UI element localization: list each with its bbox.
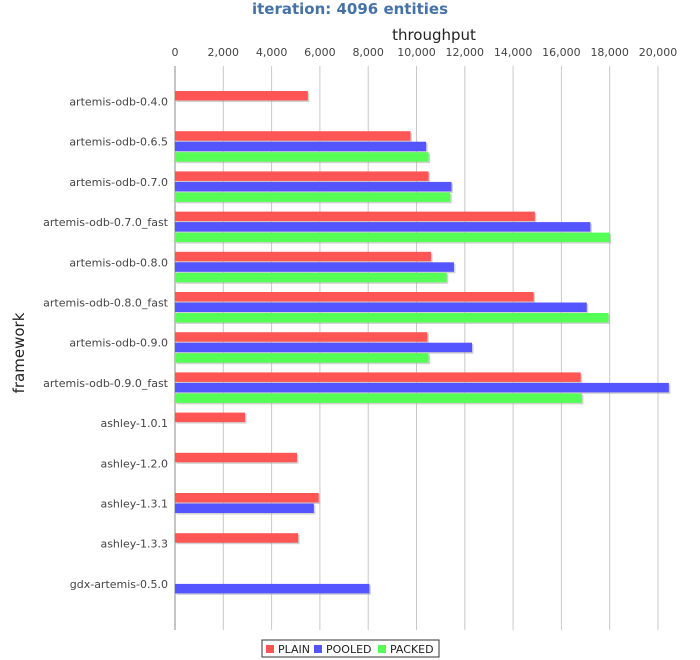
bar-fill — [175, 382, 669, 393]
x-tick-label: 14,000 — [494, 46, 533, 59]
bar-fill — [175, 313, 609, 323]
x-tick-labels: 0 2,000 4,000 6,000 8,000 10,000 12,000 14,000 1… — [172, 46, 678, 59]
x-tick-label: 4,000 — [256, 46, 288, 59]
legend-label: POOLED — [326, 643, 372, 656]
bar-fill — [175, 493, 319, 503]
bar — [175, 353, 431, 365]
bar-fill — [175, 452, 297, 463]
x-tick-label: 10,000 — [397, 46, 436, 59]
bar — [175, 141, 428, 153]
bar — [175, 412, 247, 424]
bar-fill — [175, 412, 246, 423]
bar — [175, 251, 433, 263]
bar-fill — [175, 372, 581, 382]
legend-swatch — [378, 645, 386, 653]
x-tick-label: 20,000 — [639, 46, 678, 59]
bar — [175, 232, 612, 244]
bars — [175, 91, 671, 595]
y-axis-title: framework — [10, 312, 28, 393]
bar — [175, 181, 454, 193]
bar — [175, 332, 429, 344]
bar-fill — [175, 232, 610, 243]
category-label: ashley-1.2.0 — [100, 457, 168, 470]
x-tick-label: 0 — [172, 46, 179, 59]
bar-fill — [175, 342, 473, 353]
legend-label: PACKED — [390, 643, 434, 656]
x-tick-label: 16,000 — [542, 46, 581, 59]
category-label: artemis-odb-0.7.0 — [69, 176, 168, 189]
bar — [175, 292, 536, 303]
bar — [175, 211, 537, 223]
category-label: artemis-odb-0.9.0_fast — [43, 377, 169, 390]
x-tick-label: 18,000 — [590, 46, 629, 59]
legend-box — [261, 639, 440, 658]
bar — [175, 533, 300, 545]
bar-fill — [175, 583, 370, 594]
bar — [175, 152, 431, 164]
category-label: artemis-odb-0.6.5 — [69, 136, 168, 149]
bar — [175, 262, 456, 274]
bar-fill — [175, 131, 411, 141]
bar — [175, 493, 321, 504]
bar — [175, 302, 589, 314]
bar-fill — [175, 192, 451, 202]
bar-fill — [175, 332, 428, 342]
legend: PLAIN POOLED PACKED — [261, 639, 440, 658]
bar-fill — [175, 533, 299, 543]
bar-fill — [175, 302, 587, 312]
bar-fill — [175, 181, 452, 192]
bar — [175, 393, 584, 405]
bar-fill — [175, 262, 454, 272]
category-label: gdx-artemis-0.5.0 — [70, 578, 168, 591]
bar-fill — [175, 353, 429, 363]
bar-fill — [175, 272, 447, 283]
bar — [175, 503, 316, 515]
bar-fill — [175, 503, 314, 513]
x-tick-label: 8,000 — [352, 46, 384, 59]
bar — [175, 222, 592, 234]
bar-fill — [175, 91, 308, 101]
bar-fill — [175, 152, 429, 162]
category-label: artemis-odb-0.4.0 — [69, 96, 168, 109]
category-label: ashley-1.0.1 — [100, 417, 168, 430]
category-label: artemis-odb-0.8.0 — [69, 256, 168, 269]
category-label: ashley-1.3.3 — [100, 538, 168, 551]
bar — [175, 91, 310, 102]
bar — [175, 313, 610, 324]
bar — [175, 272, 449, 284]
bar — [175, 382, 671, 394]
bar-fill — [175, 211, 535, 222]
category-label: artemis-odb-0.7.0_fast — [43, 216, 169, 229]
bar-fill — [175, 141, 427, 152]
category-label: artemis-odb-0.8.0_fast — [43, 297, 169, 310]
bar — [175, 131, 412, 143]
legend-swatch — [266, 645, 274, 653]
x-tick-label: 2,000 — [208, 46, 240, 59]
x-axis-title: throughput — [392, 26, 476, 44]
bar-fill — [175, 171, 429, 181]
x-tick-label: 12,000 — [446, 46, 485, 59]
chart-title: iteration: 4096 entities — [252, 0, 448, 18]
legend-swatch — [314, 645, 322, 653]
legend-label: PLAIN — [278, 643, 310, 656]
bar — [175, 372, 583, 384]
bar — [175, 192, 452, 204]
category-label: ashley-1.3.1 — [100, 498, 168, 511]
bar — [175, 342, 474, 354]
category-labels: artemis-odb-0.4.0 artemis-odb-0.6.5 artemi… — [43, 96, 169, 591]
bar — [175, 583, 371, 595]
bar-fill — [175, 393, 582, 403]
bar — [175, 452, 299, 464]
x-tick-label: 6,000 — [304, 46, 336, 59]
bar-fill — [175, 222, 591, 232]
bar-fill — [175, 251, 431, 262]
bar-fill — [175, 292, 534, 302]
bar — [175, 171, 431, 183]
category-label: artemis-odb-0.9.0 — [69, 337, 168, 350]
